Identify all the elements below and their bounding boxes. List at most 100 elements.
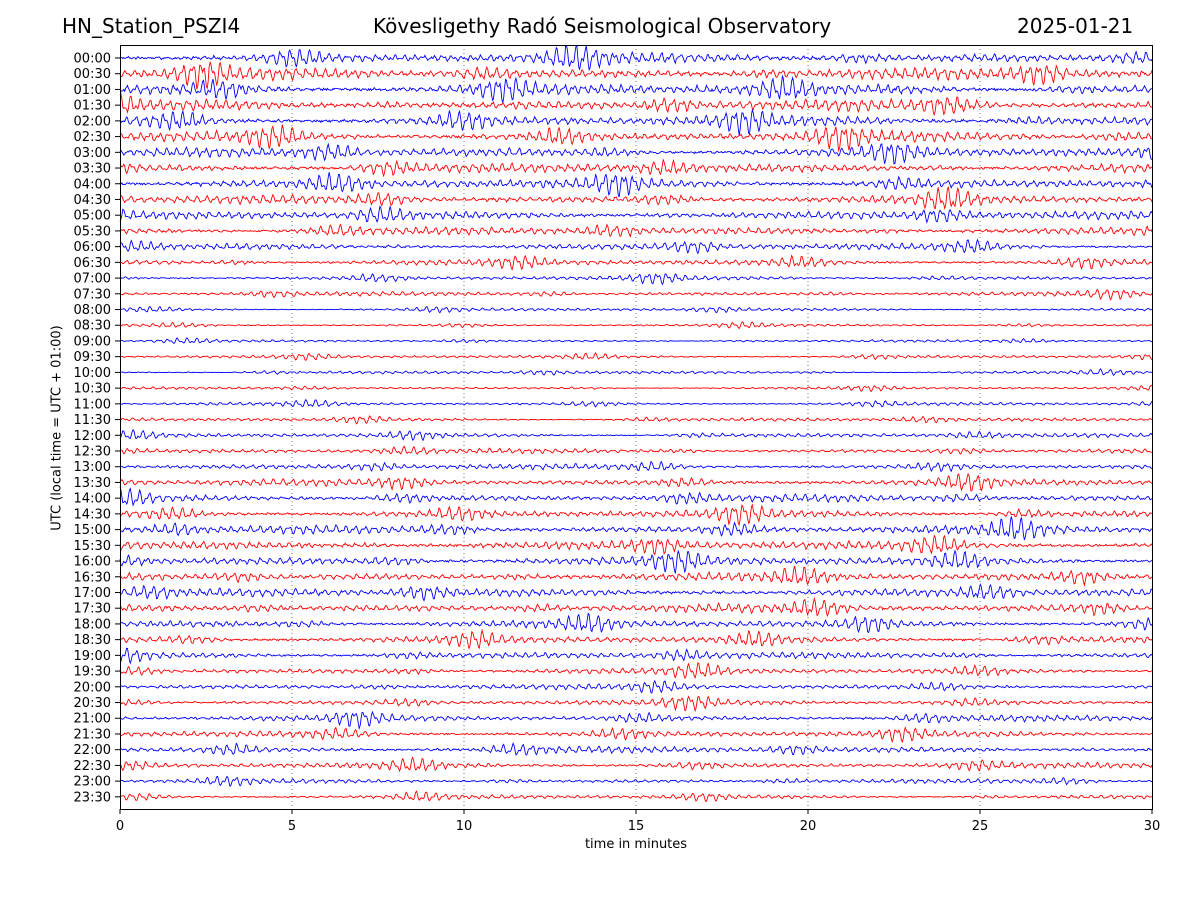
trace-09:00 (120, 337, 1153, 344)
y-tick-label: 13:00 (74, 460, 111, 475)
y-tick-label: 02:00 (74, 114, 111, 129)
y-tick-label: 23:30 (74, 790, 111, 805)
y-tick-label: 20:00 (74, 680, 111, 695)
grid-lines (291, 45, 981, 809)
trace-06:30 (119, 254, 1153, 271)
trace-08:00 (119, 305, 1153, 314)
trace-08:30 (119, 321, 1153, 330)
trace-17:30 (119, 596, 1153, 618)
trace-03:30 (119, 158, 1153, 178)
y-tick-label: 06:00 (74, 240, 111, 255)
trace-14:00 (119, 486, 1153, 507)
y-tick-label: 10:00 (74, 366, 111, 381)
y-tick-label: 12:30 (74, 445, 111, 460)
trace-01:00 (119, 74, 1153, 104)
y-tick-label: 16:00 (74, 555, 111, 570)
y-tick-label: 15:00 (74, 523, 111, 538)
x-tick-label: 10 (456, 819, 473, 834)
trace-07:00 (119, 273, 1153, 286)
record-date: 2025-01-21 (1017, 14, 1134, 38)
trace-06:00 (119, 238, 1153, 255)
observatory-title: Kövesligethy Radó Seismological Observat… (373, 14, 832, 38)
trace-13:30 (119, 472, 1153, 492)
trace-14:30 (119, 503, 1153, 527)
y-tick-label: 10:30 (74, 382, 111, 397)
y-tick-label: 18:00 (74, 617, 111, 632)
y-tick-label: 08:00 (74, 303, 111, 318)
trace-19:30 (119, 662, 1153, 680)
trace-16:30 (119, 565, 1153, 587)
trace-04:30 (119, 185, 1153, 210)
y-tick-label: 18:30 (74, 633, 111, 648)
y-tick-label: 05:00 (74, 209, 111, 224)
trace-21:30 (119, 726, 1153, 744)
trace-04:00 (119, 172, 1153, 198)
y-tick-label: 17:30 (74, 602, 111, 617)
trace-07:30 (119, 288, 1153, 301)
y-tick-label: 13:30 (74, 476, 111, 491)
traces (119, 45, 1153, 803)
y-tick-label: 14:30 (74, 507, 111, 522)
station-name: HN_Station_PSZI4 (62, 14, 241, 38)
y-tick-label: 09:30 (74, 350, 111, 365)
trace-09:30 (120, 352, 1153, 362)
trace-23:00 (119, 775, 1153, 787)
trace-19:00 (119, 647, 1153, 665)
y-tick-label: 09:00 (74, 334, 111, 349)
trace-15:00 (119, 516, 1153, 541)
trace-10:30 (119, 384, 1153, 393)
y-tick-label: 21:00 (74, 712, 111, 727)
y-tick-label: 01:30 (74, 99, 111, 114)
trace-10:00 (119, 368, 1153, 376)
x-tick-label: 25 (972, 819, 989, 834)
trace-20:30 (119, 695, 1153, 713)
y-tick-label: 11:00 (74, 397, 111, 412)
trace-20:00 (119, 679, 1153, 694)
y-tick-label: 03:30 (74, 162, 111, 177)
x-ticks: 0 5 10 15 20 25 30 (116, 809, 1160, 834)
trace-00:30 (119, 60, 1153, 90)
trace-13:00 (119, 460, 1153, 473)
y-tick-label: 14:00 (74, 492, 111, 507)
x-tick-label: 15 (628, 819, 645, 834)
y-tick-label: 05:30 (74, 224, 111, 239)
trace-23:30 (119, 790, 1153, 803)
trace-22:00 (119, 742, 1153, 756)
y-tick-label: 19:00 (74, 649, 111, 664)
y-tick-label: 11:30 (74, 413, 111, 428)
trace-12:00 (119, 428, 1153, 442)
x-tick-label: 30 (1144, 819, 1161, 834)
trace-02:00 (119, 108, 1153, 136)
trace-01:30 (119, 92, 1153, 116)
y-tick-label: 08:30 (74, 319, 111, 334)
trace-18:00 (119, 612, 1153, 634)
trace-05:00 (119, 205, 1153, 224)
trace-11:00 (119, 398, 1153, 408)
y-tick-label: 07:30 (74, 287, 111, 302)
trace-12:30 (119, 445, 1153, 455)
trace-18:30 (119, 628, 1153, 650)
y-tick-label: 02:30 (74, 130, 111, 145)
y-tick-label: 03:00 (74, 146, 111, 161)
y-ticks: 00:0000:3001:0001:3002:0002:3003:0003:30… (74, 52, 120, 805)
y-tick-label: 06:30 (74, 256, 111, 271)
y-tick-label: 21:30 (74, 727, 111, 742)
x-tick-label: 20 (800, 819, 817, 834)
trace-15:30 (119, 534, 1153, 556)
trace-00:00 (119, 45, 1153, 72)
trace-02:30 (119, 124, 1153, 153)
y-tick-label: 23:00 (74, 775, 111, 790)
trace-03:00 (119, 142, 1153, 165)
y-tick-label: 12:00 (74, 429, 111, 444)
y-tick-label: 07:00 (74, 272, 111, 287)
trace-11:30 (119, 415, 1153, 425)
y-tick-label: 15:30 (74, 539, 111, 554)
y-tick-label: 19:30 (74, 665, 111, 680)
trace-05:30 (119, 223, 1153, 238)
plot-frame (120, 45, 1153, 810)
y-tick-label: 01:00 (74, 83, 111, 98)
y-tick-label: 22:00 (74, 743, 111, 758)
y-axis-label: UTC (local time = UTC + 01:00) (49, 325, 65, 531)
x-axis-label: time in minutes (584, 837, 688, 852)
